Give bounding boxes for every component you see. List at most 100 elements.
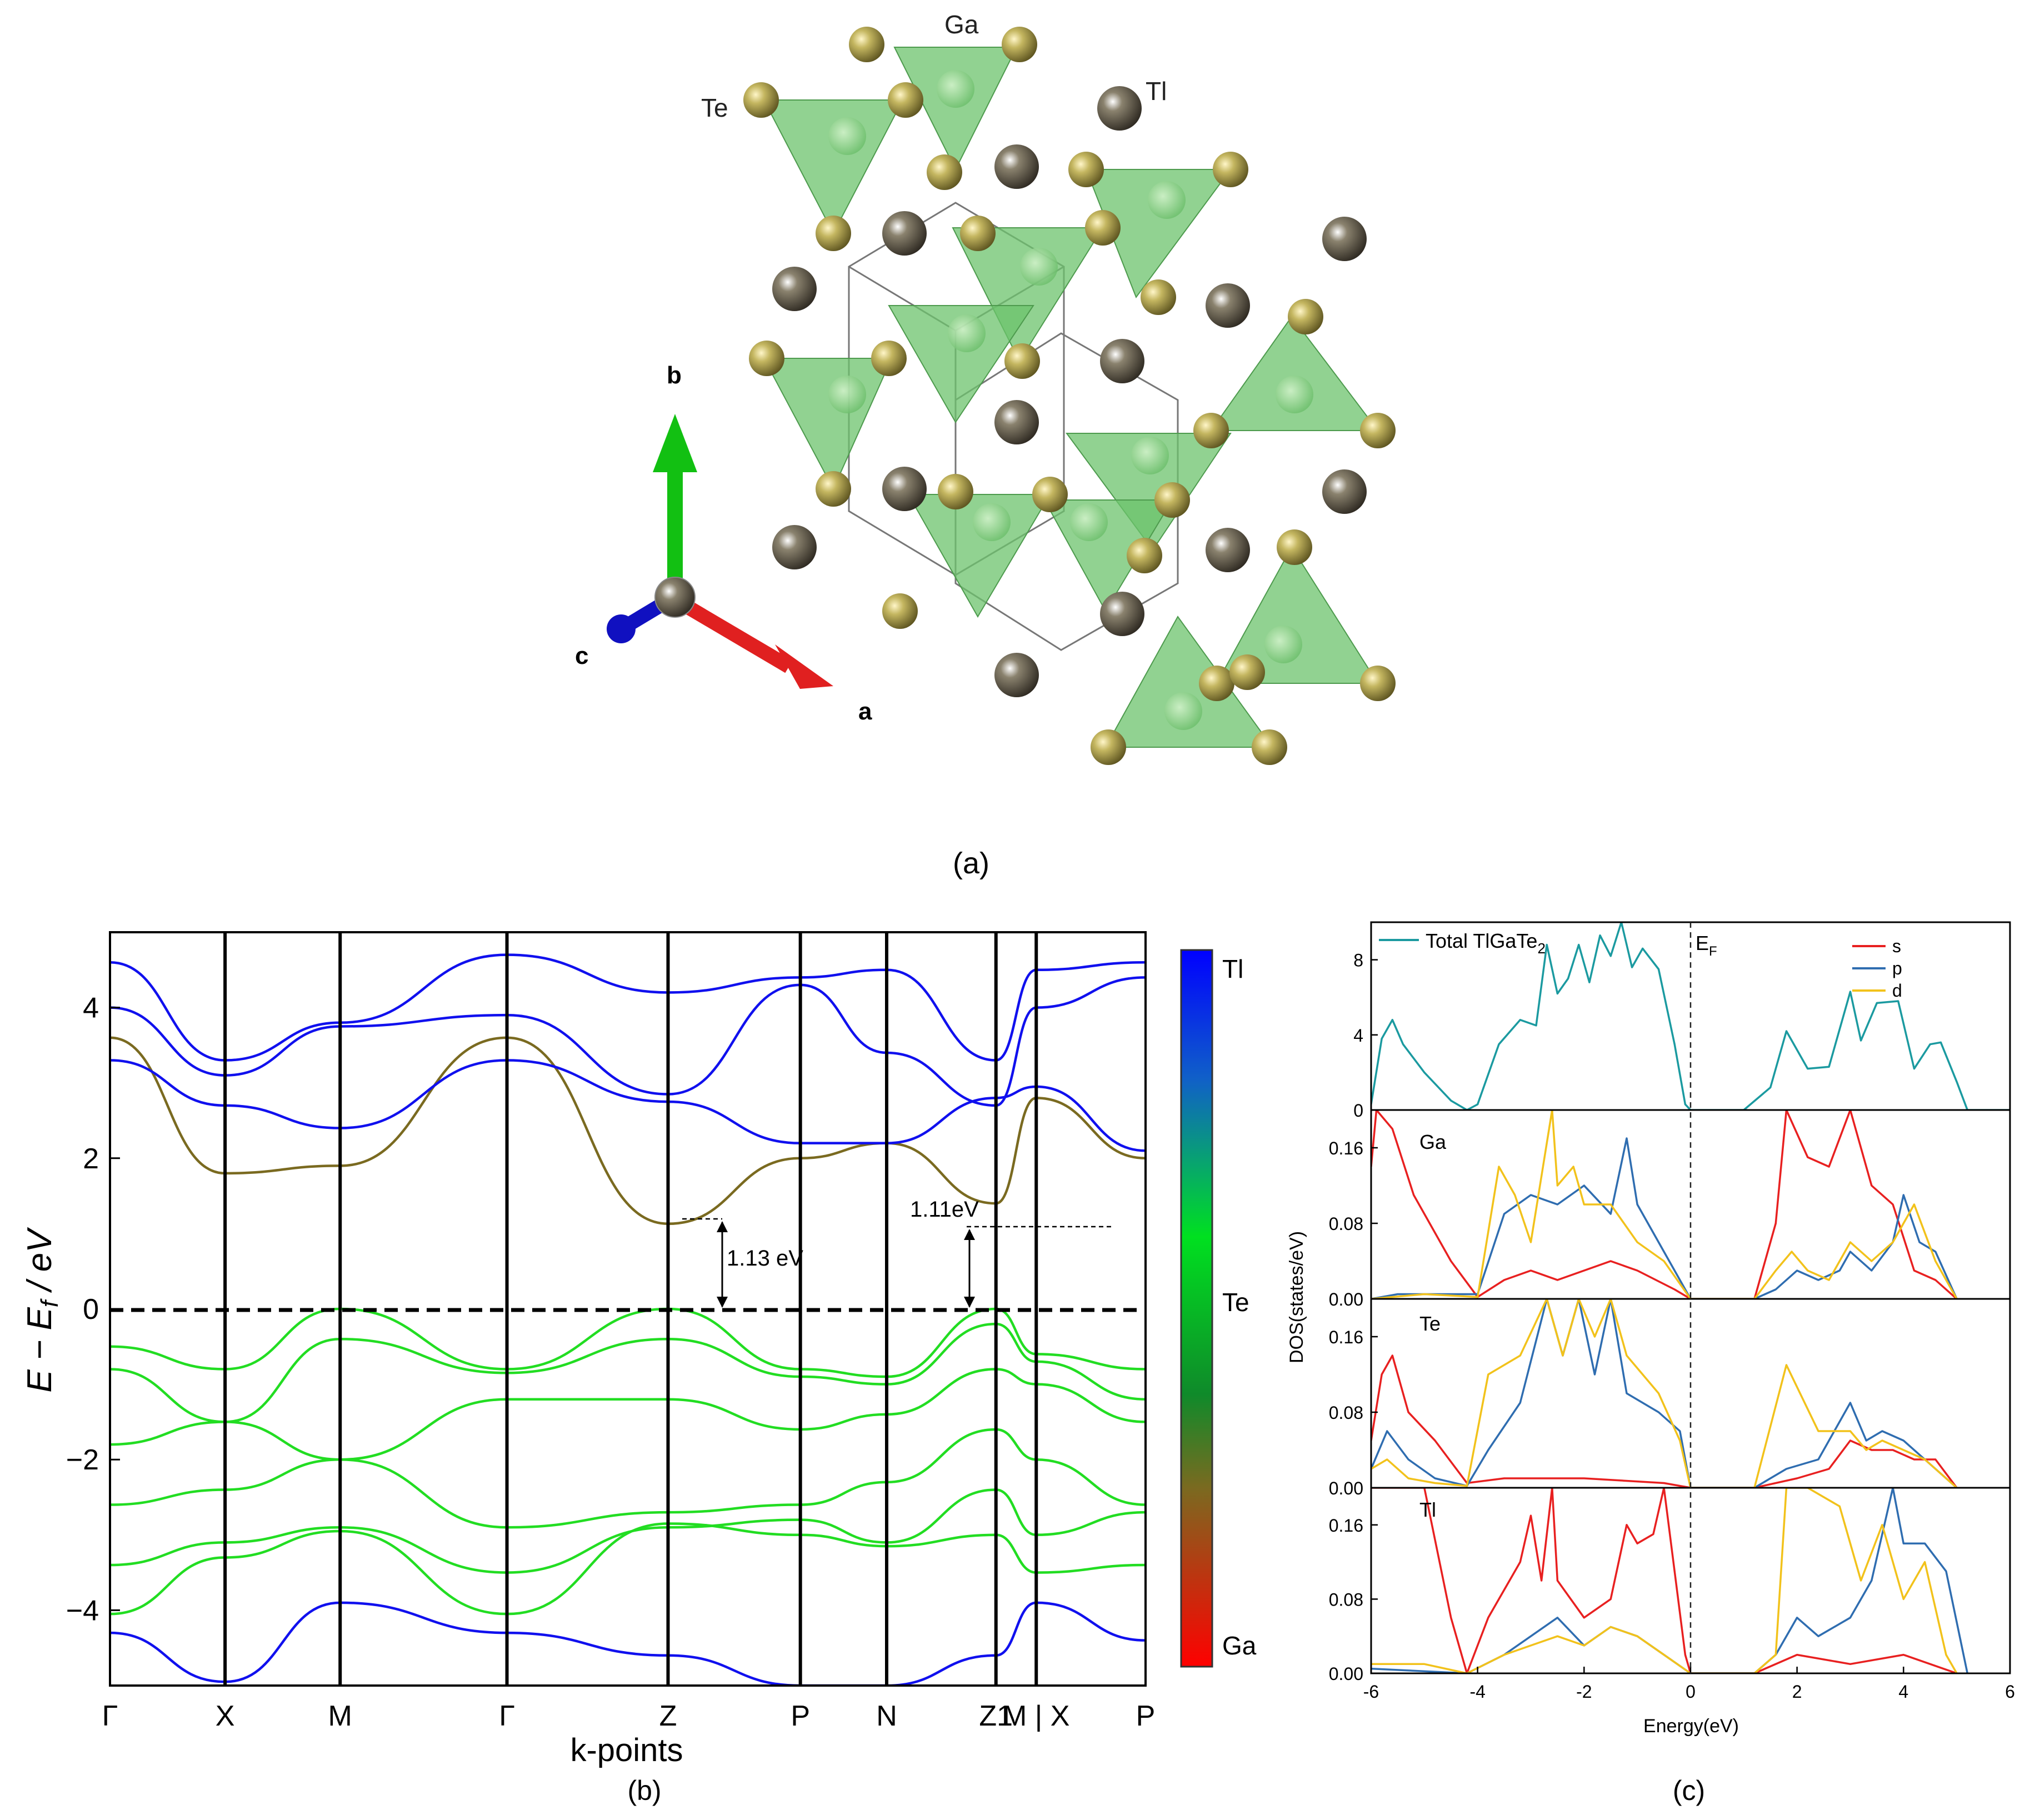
dos-y-tick-label: 4	[1353, 1026, 1363, 1046]
te-atom	[1213, 152, 1248, 187]
band-y-tick-label: 4	[83, 992, 99, 1024]
caption-a: (a)	[953, 847, 989, 880]
dos-x-tick-label: 0	[1686, 1682, 1696, 1702]
legend-d: d	[1892, 981, 1902, 1001]
ga-atom	[1276, 376, 1313, 413]
dos-curve-s	[1371, 1110, 1958, 1299]
ga-atom	[828, 376, 866, 413]
dos-y-tick-label: 0.16	[1329, 1138, 1363, 1158]
dos-x-tick-label: 4	[1898, 1682, 1908, 1702]
dos-y-label: DOS(states/eV)	[1286, 1231, 1307, 1363]
te-atom	[1229, 654, 1265, 690]
total-legend: Total TlGaTe2	[1379, 929, 1546, 957]
band-line	[110, 953, 1146, 1062]
tl-atom	[1206, 283, 1250, 328]
band-x-tick-label: P	[791, 1700, 810, 1732]
ga-tetrahedron	[893, 47, 1018, 171]
tl-atom	[772, 267, 817, 311]
character-colorbar	[1180, 949, 1213, 1668]
b-axis-arrow	[653, 414, 697, 472]
dos-x-label: Energy(eV)	[1643, 1716, 1739, 1737]
crystal-axes-triad: b c a	[575, 362, 872, 725]
dos-x-tick-label: -4	[1469, 1682, 1485, 1702]
orbital-legend: s p d	[1852, 936, 1902, 1001]
te-atom	[927, 154, 962, 190]
ga-tetrahedron	[907, 494, 1051, 618]
dos-curve-d	[1371, 1110, 1958, 1299]
dos-subplot: 0.00 0.08 0.16	[1329, 1109, 2011, 1309]
colorbar-label-tl: Tl	[1222, 954, 1243, 983]
dos-y-tick-label: 0.00	[1329, 1289, 1363, 1309]
te-atom	[888, 82, 923, 118]
te-atom	[1360, 666, 1396, 701]
band-line	[110, 1368, 1146, 1461]
ga-atom	[937, 70, 974, 108]
te-atom	[1091, 729, 1126, 765]
dos-x-tick-label: -2	[1576, 1682, 1592, 1702]
colorbar-label-te: Te	[1222, 1288, 1249, 1317]
c-axis-label: c	[575, 642, 588, 669]
te-atom	[1199, 666, 1234, 701]
band-line	[110, 1322, 1146, 1423]
dos-curve-total-tlgate2	[1371, 922, 2010, 1110]
tl-panel-label: Tl	[1419, 1498, 1436, 1521]
b-axis-label: b	[667, 362, 682, 389]
total-legend-label: Total TlGaTe	[1426, 929, 1537, 952]
colorbar-label-ga: Ga	[1222, 1631, 1257, 1660]
tl-atom	[994, 653, 1039, 697]
te-atom	[1004, 343, 1040, 379]
te-atom	[1002, 27, 1037, 62]
te-atom	[882, 593, 918, 629]
tl-atom-label: Tl	[1146, 77, 1167, 106]
ga-tetrahedron	[1216, 546, 1379, 684]
tl-atom	[1097, 86, 1142, 131]
ef-sub: F	[1709, 944, 1717, 959]
dos-y-tick-label: 0	[1353, 1101, 1363, 1121]
dos-curve-p	[1371, 1488, 1969, 1673]
te-atom	[938, 474, 973, 509]
dos-x-tick-label: -6	[1363, 1682, 1379, 1702]
gap-annotation-z1: 1.11eV	[910, 1197, 1111, 1308]
a-axis-label: a	[858, 698, 872, 725]
ga-tetrahedra	[763, 47, 1379, 748]
te-atom	[1288, 299, 1323, 334]
te-atom	[960, 216, 996, 251]
band-lines	[110, 953, 1146, 1686]
band-line	[110, 1522, 1146, 1616]
band-y-tick-label: 0	[83, 1293, 99, 1326]
band-x-tick-label: Z	[659, 1700, 677, 1732]
band-y-tick-label: 2	[83, 1143, 99, 1175]
band-line	[110, 1601, 1146, 1686]
band-y-tick-label: −4	[66, 1594, 99, 1627]
band-x-tick-label: M	[328, 1700, 352, 1732]
dos-y-tick-label: 0.08	[1329, 1589, 1363, 1609]
te-atom	[1277, 529, 1312, 565]
dos-y-tick-label: 0.16	[1329, 1327, 1363, 1347]
ga-atom	[973, 503, 1011, 541]
svg-text:DOS(states/eV): DOS(states/eV)	[1286, 1231, 1307, 1363]
dos-curve-d	[1371, 1299, 1958, 1488]
dos-y-tick-label: 0.08	[1329, 1214, 1363, 1234]
dos-x-tick-label: 2	[1792, 1682, 1802, 1702]
ga-tetrahedron	[1066, 433, 1232, 551]
band-line	[110, 1488, 1146, 1574]
ga-atom	[1020, 248, 1058, 286]
te-atom	[1085, 210, 1121, 246]
legend-s: s	[1892, 936, 1901, 956]
te-atom	[1193, 413, 1229, 448]
te-atom-label: Te	[701, 93, 728, 122]
c-axis-arrow	[607, 614, 636, 643]
band-x-tick-label: X	[216, 1700, 235, 1732]
dos-y-tick-label: 0.00	[1329, 1478, 1363, 1498]
dos-y-tick-label: 0.16	[1329, 1516, 1363, 1536]
tl-atom	[882, 467, 927, 511]
tl-atom	[1100, 592, 1144, 636]
ga-atom	[1148, 181, 1186, 219]
svg-text:Total TlGaTe2: Total TlGaTe2	[1426, 929, 1546, 957]
tl-atom	[994, 144, 1039, 189]
band-x-tick-label: M | X	[1003, 1700, 1069, 1732]
svg-text:E − Ef / eV: E − Ef / eV	[21, 1227, 63, 1393]
ga-atom	[1131, 437, 1169, 474]
band-line	[110, 1059, 1146, 1152]
